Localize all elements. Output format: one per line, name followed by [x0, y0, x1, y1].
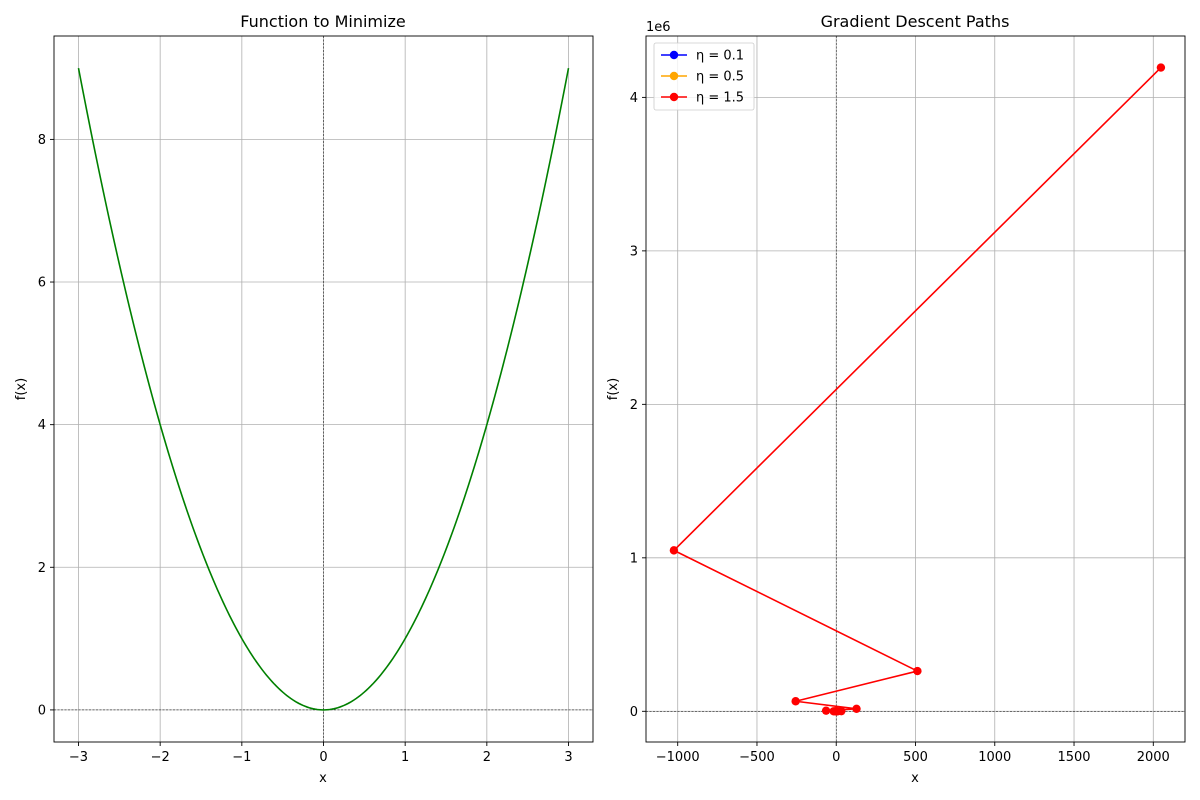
right-xtick-label-5: 1500 — [1057, 750, 1090, 765]
right-ytick-label-2: 2 — [630, 398, 638, 413]
left-chart-title: Function to Minimize — [240, 12, 405, 31]
right-chart-title: Gradient Descent Paths — [821, 12, 1010, 31]
right-series-2-point-3 — [829, 707, 838, 716]
left-ytick-label-1: 2 — [38, 561, 46, 576]
legend-label-1: η = 0.5 — [696, 70, 744, 85]
right-series-2-point-10 — [1156, 63, 1166, 72]
right-xtick-label-6: 2000 — [1137, 750, 1170, 765]
legend-box — [653, 42, 755, 111]
right-xtick-label-0: −1000 — [656, 750, 700, 765]
right-series-2-point-4 — [837, 706, 846, 716]
left-grid — [54, 36, 593, 742]
right-data — [669, 63, 1166, 716]
legend-marker-2 — [669, 92, 679, 102]
left-ytick-label-0: 0 — [38, 703, 46, 718]
chart-gradient-descent-paths: −1000 −500 0 500 1000 1500 2000 0 1 2 3 4 Gradient … — [606, 12, 1186, 786]
right-x-axis-label: x — [911, 771, 919, 786]
right-ytick-label-3: 3 — [630, 244, 638, 259]
left-xtick-label-4: 1 — [401, 750, 409, 765]
legend-label-0: η = 0.1 — [696, 49, 744, 64]
right-series-2-point-9 — [669, 546, 679, 555]
left-xtick-label-6: 3 — [564, 750, 572, 765]
chart-function-to-minimize: −3 −2 −1 0 1 2 3 0 2 4 6 8 Function to Minimize x f… — [14, 12, 594, 786]
right-xtick-label-3: 500 — [903, 750, 928, 765]
left-xtick-label-1: −2 — [151, 750, 170, 765]
right-xtick-label-4: 1000 — [978, 750, 1011, 765]
left-series-line-0 — [77, 67, 570, 711]
right-legend: η = 0.1 η = 0.5 η = 1.5 — [653, 42, 755, 111]
right-ytick-label-4: 4 — [630, 91, 638, 106]
left-ytick-label-2: 4 — [38, 418, 46, 433]
right-y-offset-text: 1e6 — [646, 20, 671, 35]
right-series-2-point-6 — [852, 704, 861, 713]
right-series-2-point-8 — [913, 666, 922, 676]
left-xtick-label-2: −1 — [232, 750, 251, 765]
right-ytick-label-1: 1 — [630, 551, 638, 566]
right-ticks: −1000 −500 0 500 1000 1500 2000 0 1 2 3 4 — [630, 91, 1170, 765]
left-ytick-label-3: 6 — [38, 276, 46, 291]
legend-label-2: η = 1.5 — [696, 91, 744, 106]
left-data — [77, 67, 570, 711]
left-y-axis-label: f(x) — [14, 378, 29, 400]
left-xtick-label-5: 2 — [483, 750, 491, 765]
left-ticks: −3 −2 −1 0 1 2 3 0 2 4 6 8 — [38, 133, 573, 765]
right-y-axis-label: f(x) — [606, 378, 621, 400]
right-ytick-label-0: 0 — [630, 705, 638, 720]
legend-marker-0 — [669, 50, 679, 60]
right-xtick-label-2: 0 — [832, 750, 840, 765]
left-xtick-label-0: −3 — [69, 750, 88, 765]
left-ytick-label-4: 8 — [38, 133, 46, 148]
right-xtick-label-1: −500 — [739, 750, 775, 765]
legend-marker-1 — [669, 71, 679, 81]
right-series-2-point-5 — [821, 706, 831, 715]
left-x-axis-label: x — [319, 771, 327, 786]
left-xtick-label-3: 0 — [319, 750, 327, 765]
right-reference-lines — [646, 36, 1185, 742]
right-series-2-point-7 — [791, 697, 800, 706]
